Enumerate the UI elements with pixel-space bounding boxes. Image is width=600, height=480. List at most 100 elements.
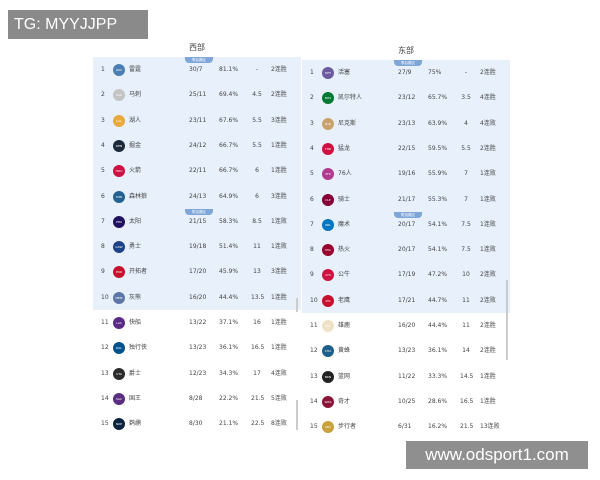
standings-row[interactable]: 2 BOS 凯尔特人 23/12 65.7% 3.5 4连胜 [302, 85, 510, 110]
win-pct: 65.7% [428, 94, 448, 102]
standings-row[interactable]: 5 PHI 76人 19/16 55.9% 7 1连败 [302, 161, 510, 186]
win-pct: 33.3% [428, 372, 448, 380]
rank: 8 [101, 243, 105, 251]
streak: 1连胜 [480, 397, 496, 405]
games-behind: 4 [464, 119, 468, 127]
streak: 1连胜 [271, 141, 287, 149]
team-name: 尼克斯 [338, 119, 357, 127]
streak: 2连胜 [480, 69, 496, 76]
games-behind: 11 [462, 322, 470, 329]
standings-row[interactable]: 7 ORL 魔术 20/17 54.1% 7.5 1连败 [302, 212, 510, 237]
win-pct: 16.2% [428, 423, 448, 431]
win-pct: 47.2% [428, 271, 448, 279]
rank: 9 [310, 271, 314, 279]
standings-row[interactable]: 14 WAS 奇才 10/25 28.6% 16.5 1连胜 [302, 389, 510, 414]
record: 23/13 [398, 119, 416, 127]
standings-row[interactable]: 11 MIL 雄鹿 16/20 44.4% 11 2连胜 [302, 313, 510, 338]
standings-row[interactable]: 12 CHA 黄蜂 13/23 36.1% 14 2连胜 [302, 338, 510, 363]
team-name: 篮网 [338, 372, 351, 380]
record: 17/20 [189, 268, 207, 276]
streak: 1连败 [271, 243, 287, 251]
team-name: 太阳 [129, 217, 142, 225]
standings-row[interactable]: 1 DET 活塞 27/9 75% - 2连胜 [302, 60, 510, 85]
rank: 9 [101, 268, 105, 276]
standings-row[interactable]: 6 MIN 森林狼 24/13 64.9% 6 3连胜 [93, 184, 301, 209]
team-logo: HOU [113, 165, 125, 178]
games-behind: 8.5 [252, 217, 262, 225]
standings-row[interactable]: 1 OKC 雷霆 30/7 81.1% - 2连胜 [93, 57, 301, 82]
record: 8/28 [189, 394, 203, 402]
standings-row[interactable]: 8 GSW 勇士 19/18 51.4% 11 1连败 [93, 234, 301, 259]
standings-row[interactable]: 4 TOR 猛龙 22/15 59.5% 5.5 2连胜 [302, 136, 510, 161]
streak: 4连败 [271, 369, 287, 377]
playin-zone-badge: 附加赛区 [394, 211, 422, 218]
team-logo: CHA [322, 345, 334, 358]
rank: 2 [310, 94, 314, 102]
streak: 3连胜 [271, 192, 287, 200]
standings-row[interactable]: 8 MIA 热火 20/17 54.1% 7.5 1连败 [302, 237, 510, 262]
standings-row[interactable]: 3 NYK 尼克斯 23/13 63.9% 4 4连败 [302, 111, 510, 136]
games-behind: 7.5 [461, 246, 471, 254]
team-name: 活塞 [338, 69, 351, 76]
rank: 8 [310, 246, 314, 254]
rank: 11 [310, 322, 318, 329]
rank: 15 [310, 423, 318, 431]
team-logo: MIN [113, 190, 125, 203]
rank: 15 [101, 420, 109, 428]
standings-row[interactable]: 4 DEN 掘金 24/12 66.7% 5.5 1连胜 [93, 133, 301, 158]
qualified-zone-highlight [302, 60, 510, 313]
standings-row[interactable]: 15 IND 步行者 6/31 16.2% 21.5 13连败 [302, 414, 510, 439]
watermark-bottom: www.odsport1.com [406, 441, 588, 469]
team-name: 热火 [338, 246, 351, 254]
games-behind: 4.5 [252, 91, 262, 99]
standings-row[interactable]: 3 LAL 湖人 23/11 67.6% 5.5 3连胜 [93, 108, 301, 133]
standings-row[interactable]: 6 CLE 骑士 21/17 55.3% 7 1连败 [302, 187, 510, 212]
streak: 1连败 [271, 217, 287, 225]
team-logo: UTA [113, 367, 125, 380]
win-pct: 34.3% [219, 369, 239, 377]
streak: 1连胜 [271, 319, 287, 326]
standings-row[interactable]: 12 DAL 独行侠 13/23 36.1% 16.5 1连胜 [93, 335, 301, 360]
record: 11/22 [398, 372, 416, 380]
standings-row[interactable]: 10 MEM 灰熊 16/20 44.4% 13.5 1连胜 [93, 285, 301, 310]
team-logo: MIL [322, 320, 334, 332]
record: 20/17 [398, 246, 416, 254]
rank: 5 [101, 167, 105, 175]
west-scrollbar-lower[interactable] [296, 400, 298, 430]
standings-row[interactable]: 13 UTA 爵士 12/23 34.3% 17 4连败 [93, 361, 301, 386]
games-behind: 21.5 [460, 423, 474, 431]
standings-row[interactable]: 2 SAS 马刺 25/11 69.4% 4.5 2连胜 [93, 82, 301, 107]
west-scrollbar[interactable] [296, 298, 298, 312]
team-name: 魔术 [338, 220, 351, 228]
team-name: 国王 [129, 394, 142, 402]
standings-row[interactable]: 14 SAC 国王 8/28 22.2% 21.5 5连败 [93, 386, 301, 411]
win-pct: 55.3% [428, 195, 448, 203]
team-logo: SAS [113, 89, 125, 102]
standings-row[interactable]: 7 PHX 太阳 21/15 58.3% 8.5 1连败 [93, 209, 301, 234]
streak: 1连胜 [271, 293, 287, 301]
team-name: 老鹰 [338, 296, 351, 304]
rank: 1 [310, 69, 314, 76]
east-scrollbar[interactable] [506, 280, 508, 360]
team-name: 马刺 [129, 91, 142, 99]
standings-row[interactable]: 13 BKN 篮网 11/22 33.3% 14.5 1连胜 [302, 364, 510, 389]
playoff-zone-badge: 季后赛区 [394, 60, 422, 66]
standings-row[interactable]: 15 NOP 鹈鹕 8/30 21.1% 22.5 8连败 [93, 411, 301, 436]
team-logo: CLE [322, 193, 334, 206]
rank: 3 [310, 119, 314, 127]
standings-row[interactable]: 9 CHI 公牛 17/19 47.2% 10 2连败 [302, 262, 510, 287]
playin-zone-badge: 附加赛区 [185, 208, 213, 215]
east-title: 东部 [398, 46, 414, 55]
win-pct: 54.1% [428, 220, 448, 228]
games-behind: - [255, 66, 259, 73]
team-name: 凯尔特人 [338, 94, 363, 102]
standings-row[interactable]: 9 POR 开拓者 17/20 45.9% 13 3连胜 [93, 259, 301, 284]
standings-row[interactable]: 10 ATL 老鹰 17/21 44.7% 11 2连败 [302, 288, 510, 313]
games-behind: 16.5 [251, 344, 265, 352]
team-logo: MIA [322, 244, 334, 257]
win-pct: 28.6% [428, 397, 448, 405]
team-logo: NOP [113, 418, 125, 431]
standings-row[interactable]: 11 LAC 快船 13/22 37.1% 16 1连胜 [93, 310, 301, 335]
west-title: 西部 [189, 43, 205, 52]
standings-row[interactable]: 5 HOU 火箭 22/11 66.7% 6 1连胜 [93, 158, 301, 183]
